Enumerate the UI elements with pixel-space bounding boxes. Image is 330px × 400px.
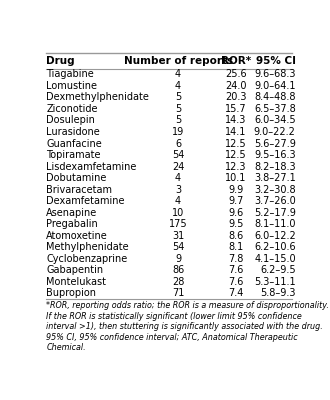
Text: Atomoxetine: Atomoxetine	[46, 231, 108, 241]
Text: 7.6: 7.6	[228, 277, 243, 287]
Text: 54: 54	[172, 242, 184, 252]
Text: 3.8–27.1: 3.8–27.1	[254, 173, 296, 183]
Text: 10: 10	[172, 208, 184, 218]
Text: 5: 5	[175, 104, 181, 114]
Text: Topiramate: Topiramate	[46, 150, 101, 160]
Text: 3: 3	[175, 184, 181, 194]
Text: 9.9: 9.9	[228, 184, 243, 194]
Text: 175: 175	[169, 219, 187, 229]
Text: 31: 31	[172, 231, 184, 241]
Text: 6: 6	[175, 138, 181, 148]
Text: 54: 54	[172, 150, 184, 160]
Text: Pregabalin: Pregabalin	[46, 219, 98, 229]
Text: Asenapine: Asenapine	[46, 208, 98, 218]
Text: 86: 86	[172, 265, 184, 275]
Text: Dobutamine: Dobutamine	[46, 173, 107, 183]
Text: Tiagabine: Tiagabine	[46, 69, 94, 79]
Text: Montelukast: Montelukast	[46, 277, 106, 287]
Text: Lurasidone: Lurasidone	[46, 127, 100, 137]
Text: 24: 24	[172, 162, 184, 172]
Text: Cyclobenzaprine: Cyclobenzaprine	[46, 254, 128, 264]
Text: *ROR, reporting odds ratio; the ROR is a measure of disproportionality. If the R: *ROR, reporting odds ratio; the ROR is a…	[46, 302, 329, 352]
Text: Dosulepin: Dosulepin	[46, 116, 95, 126]
Text: Gabapentin: Gabapentin	[46, 265, 104, 275]
Text: 95% CI: 95% CI	[256, 56, 296, 66]
Text: 8.1: 8.1	[228, 242, 243, 252]
Text: 8.6: 8.6	[228, 231, 243, 241]
Text: Number of reports: Number of reports	[123, 56, 233, 66]
Text: ROR*: ROR*	[220, 56, 251, 66]
Text: 10.1: 10.1	[225, 173, 246, 183]
Text: 5.6–27.9: 5.6–27.9	[254, 138, 296, 148]
Text: 4: 4	[175, 173, 181, 183]
Text: 71: 71	[172, 288, 184, 298]
Text: 6.2–9.5: 6.2–9.5	[260, 265, 296, 275]
Text: 8.1–11.0: 8.1–11.0	[254, 219, 296, 229]
Text: Drug: Drug	[46, 56, 75, 66]
Text: 25.6: 25.6	[225, 69, 247, 79]
Text: 19: 19	[172, 127, 184, 137]
Text: 9: 9	[175, 254, 181, 264]
Text: 14.1: 14.1	[225, 127, 246, 137]
Text: 3.2–30.8: 3.2–30.8	[254, 184, 296, 194]
Text: 6.5–37.8: 6.5–37.8	[254, 104, 296, 114]
Text: 9.6: 9.6	[228, 208, 243, 218]
Text: 12.3: 12.3	[225, 162, 247, 172]
Text: 5.8–9.3: 5.8–9.3	[260, 288, 296, 298]
Text: 7.6: 7.6	[228, 265, 243, 275]
Text: 20.3: 20.3	[225, 92, 247, 102]
Text: Bupropion: Bupropion	[46, 288, 96, 298]
Text: 6.2–10.6: 6.2–10.6	[254, 242, 296, 252]
Text: 9.0–64.1: 9.0–64.1	[254, 81, 296, 91]
Text: Brivaracetam: Brivaracetam	[46, 184, 112, 194]
Text: 12.5: 12.5	[225, 150, 247, 160]
Text: Methylphenidate: Methylphenidate	[46, 242, 129, 252]
Text: Guanfacine: Guanfacine	[46, 138, 102, 148]
Text: 9.7: 9.7	[228, 196, 243, 206]
Text: 5.3–11.1: 5.3–11.1	[254, 277, 296, 287]
Text: Ziconotide: Ziconotide	[46, 104, 98, 114]
Text: 12.5: 12.5	[225, 138, 247, 148]
Text: 8.2–18.3: 8.2–18.3	[254, 162, 296, 172]
Text: 9.0–22.2: 9.0–22.2	[254, 127, 296, 137]
Text: Lisdexamfetamine: Lisdexamfetamine	[46, 162, 137, 172]
Text: 14.3: 14.3	[225, 116, 246, 126]
Text: 5: 5	[175, 116, 181, 126]
Text: 5.2–17.9: 5.2–17.9	[254, 208, 296, 218]
Text: 6.0–12.2: 6.0–12.2	[254, 231, 296, 241]
Text: Lomustine: Lomustine	[46, 81, 97, 91]
Text: 24.0: 24.0	[225, 81, 247, 91]
Text: 9.5: 9.5	[228, 219, 243, 229]
Text: 4: 4	[175, 81, 181, 91]
Text: Dexmethylphenidate: Dexmethylphenidate	[46, 92, 149, 102]
Text: 28: 28	[172, 277, 184, 287]
Text: 8.4–48.8: 8.4–48.8	[254, 92, 296, 102]
Text: 9.6–68.3: 9.6–68.3	[254, 69, 296, 79]
Text: 5: 5	[175, 92, 181, 102]
Text: 4: 4	[175, 196, 181, 206]
Text: 4: 4	[175, 69, 181, 79]
Text: 15.7: 15.7	[225, 104, 247, 114]
Text: 6.0–34.5: 6.0–34.5	[254, 116, 296, 126]
Text: 3.7–26.0: 3.7–26.0	[254, 196, 296, 206]
Text: 9.5–16.3: 9.5–16.3	[254, 150, 296, 160]
Text: 7.4: 7.4	[228, 288, 243, 298]
Text: Dexamfetamine: Dexamfetamine	[46, 196, 125, 206]
Text: 7.8: 7.8	[228, 254, 243, 264]
Text: 4.1–15.0: 4.1–15.0	[254, 254, 296, 264]
